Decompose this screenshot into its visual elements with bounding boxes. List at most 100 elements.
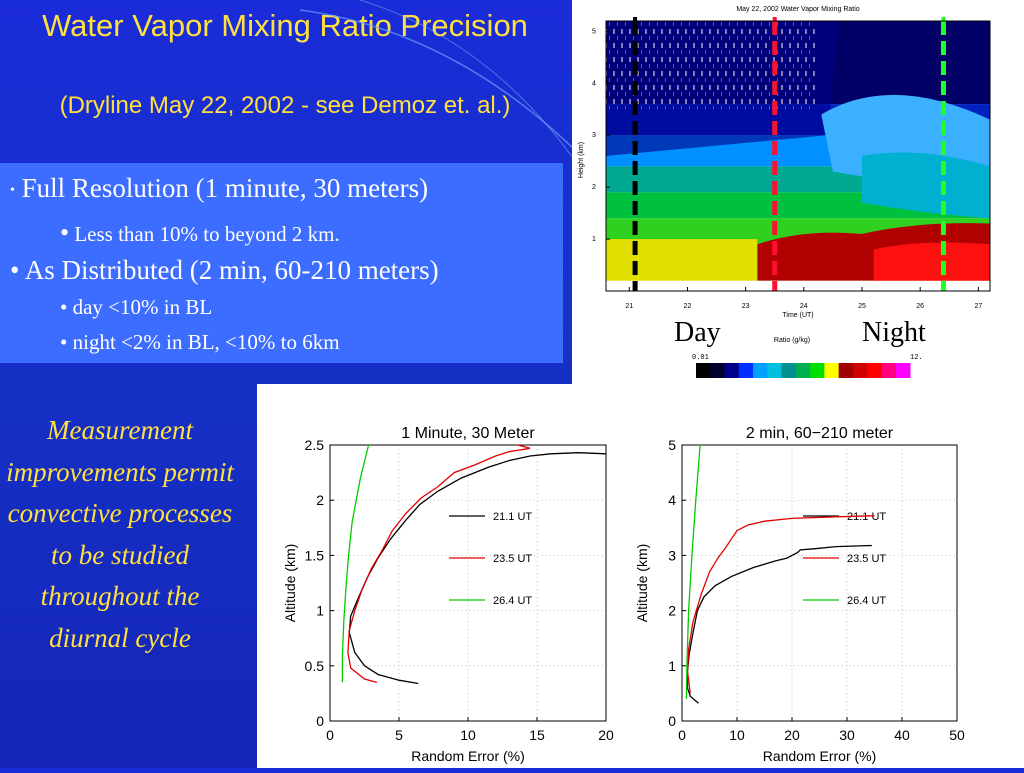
heatmap-red-core: [873, 242, 990, 281]
y-tick-label: 5: [668, 437, 676, 453]
colorbar-min: 0.01: [692, 354, 709, 362]
heatmap-svg: May 22, 2002 Water Vapor Mixing Ratio 21…: [578, 6, 991, 378]
heatmap-marker-tab: [941, 17, 946, 21]
heatmap-y-tick-label: 3: [592, 132, 596, 139]
heatmap-markers: [632, 17, 946, 291]
chart-xlabel: Random Error (%): [411, 748, 525, 764]
legend-label: 26.4 UT: [847, 595, 886, 607]
y-tick-label: 2: [316, 492, 324, 508]
decorative-swoosh: [300, 0, 579, 166]
legend-label: 21.1 UT: [493, 511, 532, 523]
colorbar-max: 12.: [910, 354, 923, 362]
bullet-item-5: • night <2% in BL, <10% to 6km: [60, 330, 340, 355]
heatmap-x-tick-label: 24: [800, 303, 808, 310]
night-label: Night: [862, 317, 926, 348]
colorbar-swatch: [781, 363, 797, 378]
colorbar-swatch: [767, 363, 783, 378]
bullet-marker: •: [10, 182, 15, 198]
bullet-item-2: • Less than 10% to beyond 2 km.: [60, 218, 340, 248]
x-tick-label: 20: [784, 727, 800, 743]
series-line: [686, 515, 875, 694]
series-line: [347, 444, 531, 684]
x-tick-label: 40: [894, 727, 910, 743]
chart-frame: [681, 444, 958, 722]
heatmap-y-tick-label: 4: [592, 80, 596, 87]
chart-title: 1 Minute, 30 Meter: [401, 425, 535, 442]
colorbar-swatch: [696, 363, 711, 378]
heatmap-panel: May 22, 2002 Water Vapor Mixing Ratio 21…: [572, 0, 1024, 384]
heatmap-xlabel: Time (UT): [782, 312, 813, 319]
x-tick-label: 30: [839, 727, 855, 743]
heatmap-x-tick-label: 23: [742, 303, 750, 310]
series-line: [348, 452, 607, 685]
heatmap-noise: [606, 21, 816, 110]
y-tick-label: 1: [316, 603, 324, 619]
y-tick-label: 1.5: [305, 547, 325, 563]
colorbar-swatch: [867, 363, 882, 378]
y-tick-label: 0: [668, 713, 676, 729]
y-tick-label: 0: [316, 713, 324, 729]
legend-label: 23.5 UT: [493, 553, 532, 565]
bullet-text: Less than 10% to beyond 2 km.: [74, 222, 340, 246]
bullet-text: As Distributed (2 min, 60-210 meters): [24, 255, 439, 285]
colorbar-swatch: [724, 363, 740, 378]
bullet-item-4: • day <10% in BL: [60, 295, 212, 320]
heatmap-y-tick-label: 2: [592, 184, 596, 191]
heatmap-title: May 22, 2002 Water Vapor Mixing Ratio: [736, 6, 859, 13]
heatmap-x-tick-label: 27: [974, 303, 982, 310]
measurement-text: Measurement improvements permit convecti…: [6, 415, 234, 653]
y-tick-label: 0.5: [305, 658, 325, 674]
y-tick-label: 3: [668, 547, 676, 563]
y-tick-label: 4: [668, 492, 676, 508]
line-chart-2: 0 10 20 30 40 50 0 1 2 3 4 5 2 min, 60−210 meter Rand…: [634, 425, 965, 764]
series-line: [341, 444, 370, 683]
colorbar-swatch: [824, 363, 840, 378]
colorbar-swatch: [738, 363, 754, 378]
heatmap-marker-tab: [633, 17, 638, 21]
legend-label: 21.1 UT: [847, 511, 886, 523]
bullet-text: Full Resolution (1 minute, 30 meters): [21, 173, 429, 203]
heatmap-y-tick-label: 1: [592, 236, 596, 243]
chart-xlabel: Random Error (%): [763, 748, 877, 764]
y-tick-label: 2: [668, 603, 676, 619]
heatmap-x-tick-label: 25: [858, 303, 866, 310]
heatmap-yellow-base: [606, 239, 758, 281]
x-tick-label: 0: [326, 727, 334, 743]
colorbar-swatch: [852, 363, 868, 378]
y-tick-label: 2.5: [305, 437, 325, 453]
bullet-text: night <2% in BL, <10% to 6km: [72, 330, 340, 354]
colorbar: [696, 363, 911, 378]
chart-ylabel: Altitude (km): [634, 544, 650, 623]
heatmap-plot-area: [606, 21, 990, 281]
bullet-marker: •: [60, 218, 70, 247]
x-tick-label: 50: [949, 727, 965, 743]
line-charts-panel: 0 5 10 15 20 0 0.5 1 1.5 2 2.5 1 Minute, 30 Meter Ra…: [257, 384, 1024, 768]
series-line: [685, 444, 701, 699]
heatmap-x-tick-label: 21: [625, 303, 633, 310]
heatmap-y-ticks: 1 2 3 4 5: [592, 28, 610, 243]
colorbar-swatch: [810, 363, 825, 378]
heatmap-x-tick-label: 26: [916, 303, 924, 310]
x-tick-label: 15: [529, 727, 545, 743]
colorbar-swatch: [710, 363, 726, 378]
x-tick-label: 10: [460, 727, 476, 743]
bullet-box: • Full Resolution (1 minute, 30 meters) …: [0, 163, 563, 363]
colorbar-label: Ratio (g/kg): [774, 337, 810, 344]
x-tick-label: 5: [395, 727, 403, 743]
legend-label: 26.4 UT: [493, 595, 532, 607]
day-label: Day: [674, 317, 721, 348]
heatmap-lower-plume: [862, 152, 990, 219]
heatmap-ylabel: Height (km): [578, 142, 585, 178]
heatmap-x-tick-label: 22: [684, 303, 692, 310]
bullet-text: day <10% in BL: [72, 295, 213, 319]
bullet-item-3: • As Distributed (2 min, 60-210 meters): [10, 255, 439, 286]
bullet-marker: •: [60, 295, 68, 319]
heatmap-frame: [605, 20, 991, 292]
heatmap-marker-tab: [772, 17, 777, 21]
x-tick-label: 20: [598, 727, 614, 743]
x-tick-label: 0: [678, 727, 686, 743]
colorbar-swatch: [753, 363, 768, 378]
chart-ylabel: Altitude (km): [282, 544, 298, 623]
colorbar-swatch: [895, 363, 911, 378]
